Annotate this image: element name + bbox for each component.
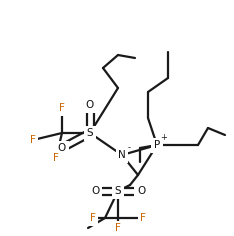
Text: -: - (128, 143, 131, 152)
Text: F: F (59, 103, 65, 113)
Text: O: O (86, 100, 94, 110)
Text: O: O (91, 186, 99, 196)
Text: F: F (30, 135, 36, 145)
Text: F: F (140, 213, 146, 223)
Text: F: F (53, 153, 59, 163)
Text: P: P (154, 140, 160, 150)
Text: F: F (115, 223, 121, 233)
Text: O: O (137, 186, 145, 196)
Text: N: N (118, 150, 126, 160)
Text: S: S (87, 128, 93, 138)
Text: +: + (161, 134, 168, 143)
Text: F: F (90, 213, 96, 223)
Text: O: O (58, 143, 66, 153)
Text: S: S (115, 186, 121, 196)
